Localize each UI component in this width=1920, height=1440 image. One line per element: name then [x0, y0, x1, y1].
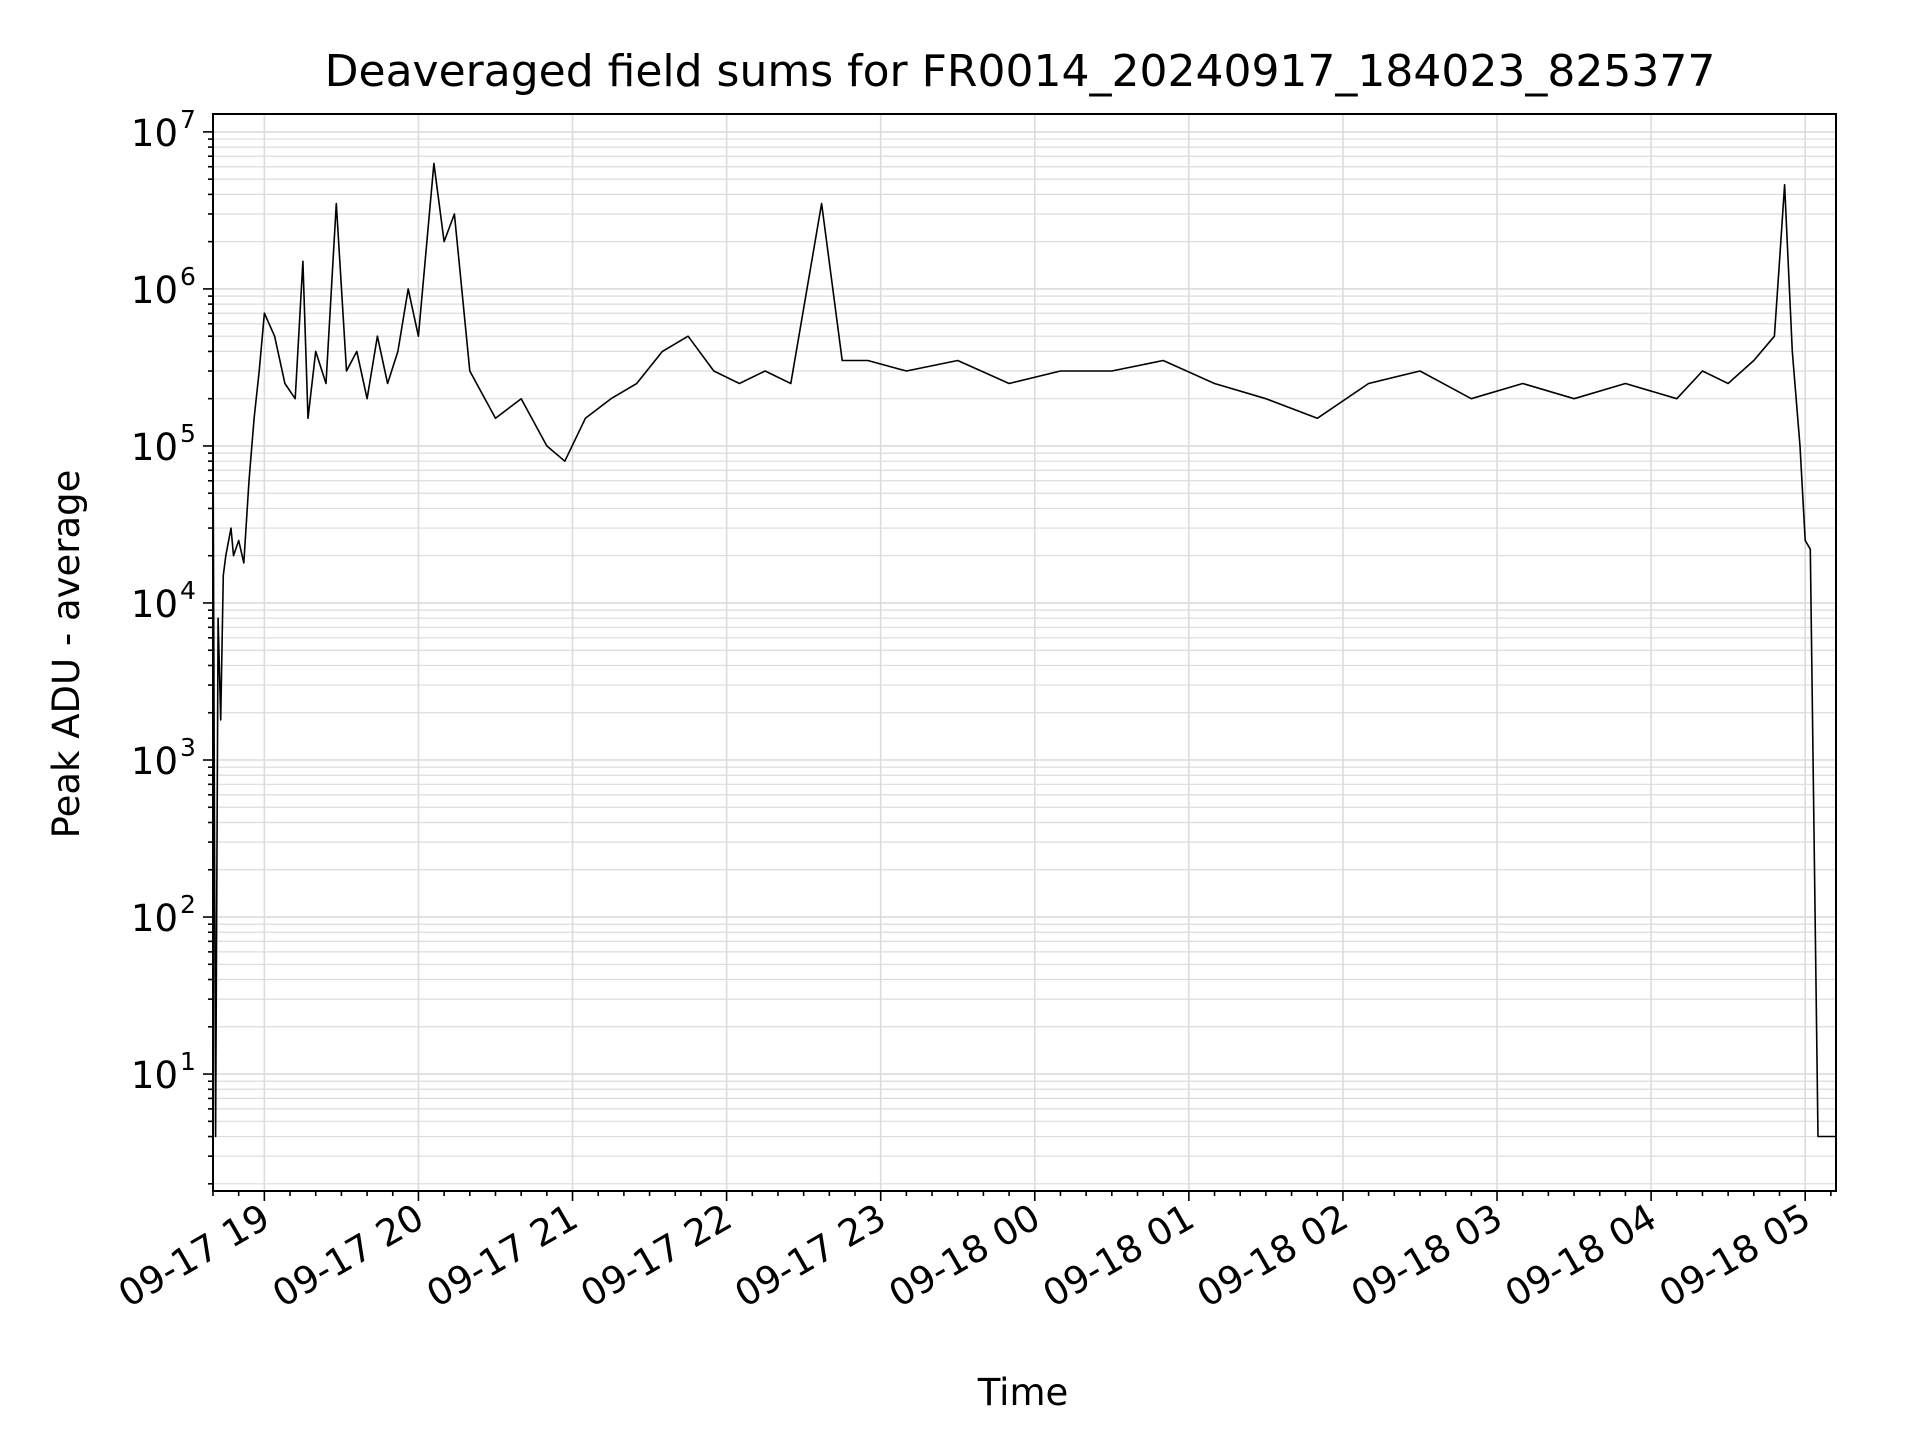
y-tick-label: 10 6 — [131, 262, 196, 312]
y-tick-label: 10 3 — [131, 733, 196, 783]
y-tick-label: 10 5 — [131, 419, 196, 469]
x-tick-label: 09-17 23 — [728, 1196, 894, 1316]
y-tick-label-exponent: 3 — [180, 733, 196, 762]
y-tick-label-exponent: 1 — [180, 1047, 196, 1076]
y-tick-label-exponent: 6 — [180, 262, 196, 291]
x-tick-label: 09-18 04 — [1498, 1196, 1664, 1316]
y-tick-label-base: 10 — [131, 426, 178, 469]
x-tick-label: 09-17 22 — [574, 1196, 740, 1316]
x-tick-label: 09-17 21 — [419, 1196, 585, 1316]
y-tick-label-base: 10 — [131, 583, 178, 626]
x-tick-label: 09-18 01 — [1036, 1196, 1202, 1316]
y-tick-label: 10 4 — [131, 576, 196, 626]
x-axis-label: Time — [977, 1371, 1069, 1414]
y-tick-label-base: 10 — [131, 112, 178, 155]
y-tick-label-base: 10 — [131, 740, 178, 783]
y-tick-label: 10 7 — [131, 105, 196, 155]
x-tick-label: 09-18 05 — [1652, 1196, 1818, 1316]
y-tick-label-base: 10 — [131, 1054, 178, 1097]
grid — [213, 114, 1836, 1191]
x-tick-label: 09-18 02 — [1190, 1196, 1356, 1316]
data-series-group — [213, 162, 1836, 1138]
y-tick-label-base: 10 — [131, 269, 178, 312]
y-tick-label-exponent: 5 — [180, 419, 196, 448]
y-tick-label-exponent: 4 — [180, 576, 196, 605]
y-tick-label: 10 2 — [131, 890, 196, 940]
x-tick-label: 09-18 03 — [1344, 1196, 1510, 1316]
y-tick-label-exponent: 7 — [180, 105, 196, 134]
x-tick-label: 09-17 19 — [111, 1196, 277, 1316]
y-axis-label: Peak ADU - average — [45, 470, 88, 839]
x-tick-label: 09-17 20 — [265, 1196, 431, 1316]
y-tick-label: 10 1 — [131, 1047, 196, 1097]
y-tick-label-base: 10 — [131, 897, 178, 940]
series-line — [213, 162, 1836, 1138]
chart-title: Deaveraged field sums for FR0014_2024091… — [325, 46, 1716, 97]
plot-frame — [212, 113, 1837, 1192]
y-tick-label-exponent: 2 — [180, 890, 196, 919]
x-tick-label: 09-18 00 — [882, 1196, 1048, 1316]
